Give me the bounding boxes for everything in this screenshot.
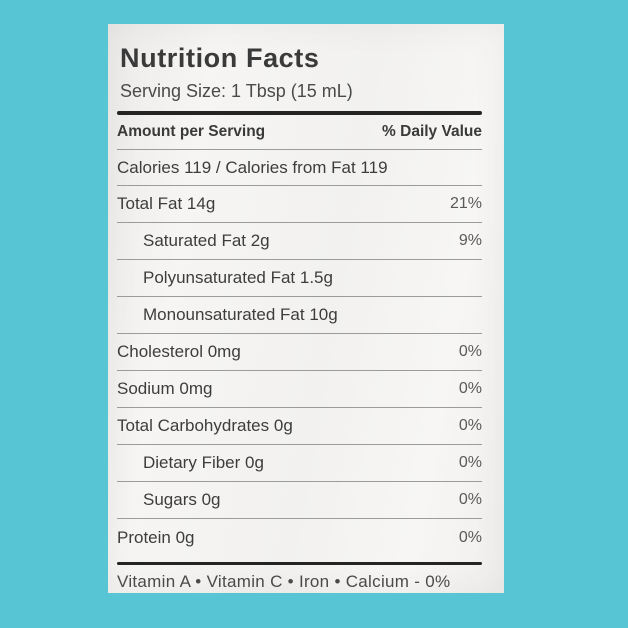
divider-thick-top (117, 111, 482, 115)
daily-value: 21% (449, 195, 482, 212)
column-header-row: Amount per Serving % Daily Value (117, 115, 482, 150)
daily-value: 0% (458, 417, 482, 434)
daily-value: 0% (458, 528, 482, 546)
nutrient-name: Dietary Fiber 0g (143, 453, 264, 472)
nutrient-row-total-carbohydrates: Total Carbohydrates 0g 0% (117, 408, 482, 445)
nutrient-name: Monounsaturated Fat 10g (143, 305, 338, 324)
daily-value: 9% (458, 232, 482, 249)
nutrient-name: Polyunsaturated Fat 1.5g (143, 268, 333, 287)
nutrient-row-sodium: Sodium 0mg 0% (117, 371, 482, 408)
nutrient-row-monounsaturated-fat: Monounsaturated Fat 10g (117, 297, 482, 334)
label-title: Nutrition Facts (120, 43, 320, 73)
daily-value-label: % Daily Value (382, 123, 482, 140)
nutrient-row-sugars: Sugars 0g 0% (117, 482, 482, 519)
nutrient-name: Sodium 0mg (117, 379, 213, 398)
serving-size: Serving Size: 1 Tbsp (15 mL) (120, 81, 353, 101)
calories-row: Calories 119 / Calories from Fat 119 (117, 150, 482, 186)
nutrient-name: Total Carbohydrates 0g (117, 416, 293, 435)
nutrient-row-cholesterol: Cholesterol 0mg 0% (117, 334, 482, 371)
calories-text: Calories 119 / Calories from Fat 119 (117, 157, 388, 177)
nutrient-name: Protein 0g (117, 527, 195, 547)
daily-value: 0% (458, 343, 482, 360)
nutrient-name: Total Fat 14g (117, 194, 216, 213)
nutrient-name: Cholesterol 0mg (117, 342, 241, 361)
divider-thick-bottom (117, 562, 482, 565)
nutrient-row-saturated-fat: Saturated Fat 2g 9% (117, 223, 482, 260)
daily-value: 0% (458, 454, 482, 471)
nutrient-row-protein: Protein 0g 0% (117, 519, 482, 556)
nutrient-name: Sugars 0g (143, 490, 221, 509)
daily-value: 0% (458, 491, 482, 508)
daily-value: 0% (458, 380, 482, 397)
nutrient-row-dietary-fiber: Dietary Fiber 0g 0% (117, 445, 482, 482)
nutrient-name: Saturated Fat 2g (143, 231, 270, 250)
nutrient-row-total-fat: Total Fat 14g 21% (117, 186, 482, 223)
nutrient-row-polyunsaturated-fat: Polyunsaturated Fat 1.5g (117, 260, 482, 297)
vitamins-footer: Vitamin A • Vitamin C • Iron • Calcium -… (117, 572, 451, 591)
nutrition-label: Nutrition Facts Serving Size: 1 Tbsp (15… (108, 24, 504, 593)
amount-per-serving-label: Amount per Serving (117, 123, 266, 140)
